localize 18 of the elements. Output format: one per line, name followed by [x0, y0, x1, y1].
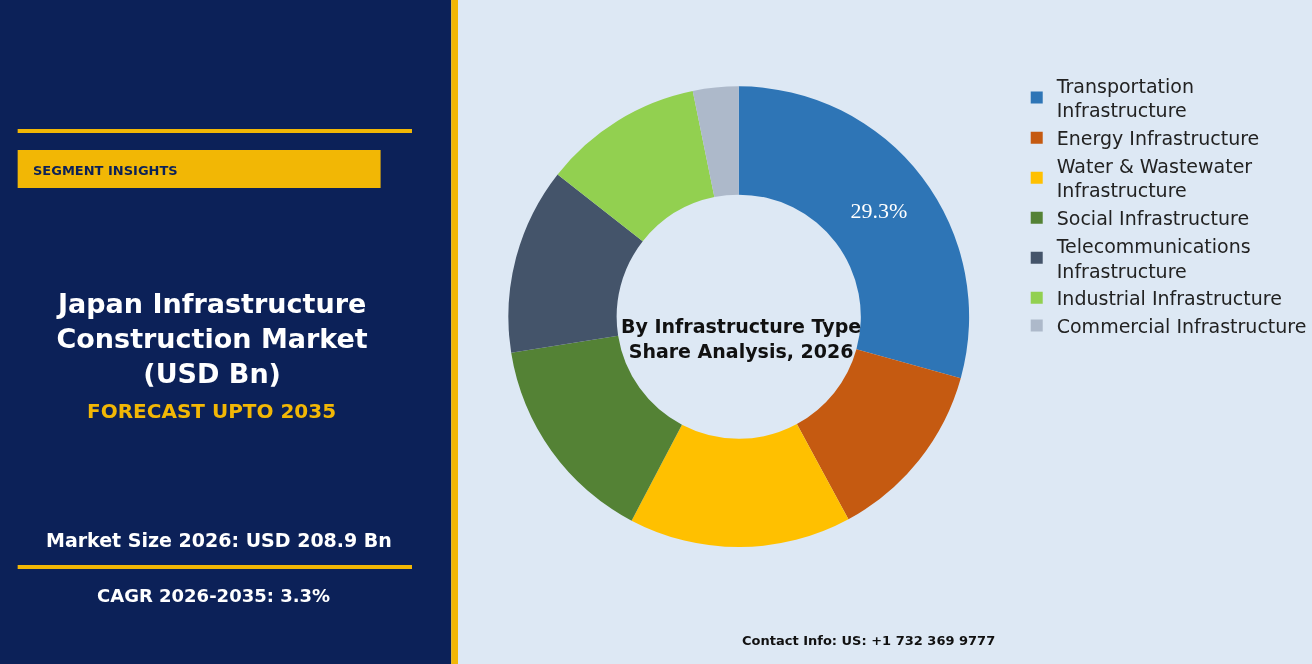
donut-slice	[557, 91, 715, 242]
text: Japan Infrastructure Construction Market (USD Bn)	[56, 288, 368, 390]
text: Market Size 2026: USD 208.9 Bn	[46, 529, 392, 551]
donut-slice	[692, 86, 739, 198]
legend-label: Energy Infrastructure	[1056, 127, 1260, 150]
text: CAGR 2026-2035: 3.3%	[97, 585, 331, 606]
legend-label: Telecommunications Infrastructure	[1055, 234, 1251, 282]
legend-label: Social Infrastructure	[1056, 207, 1250, 230]
text: By Infrastructure Type Share Analysis, 2026	[621, 315, 862, 362]
text: Contact Info: US: +1 732 369 9777	[742, 633, 996, 648]
text: SEGMENT INSIGHTS	[33, 163, 178, 178]
legend-label: Transportation Infrastructure	[1055, 74, 1194, 122]
legend-label: Commercial Infrastructure	[1056, 314, 1307, 337]
legend-label: Industrial Infrastructure	[1056, 287, 1282, 310]
data-label: 29.3%	[850, 197, 908, 223]
donut-slice	[631, 424, 849, 548]
legend-label: Water & Wastewater Infrastructure	[1056, 154, 1253, 202]
text: FORECAST UPTO 2035	[87, 399, 337, 423]
